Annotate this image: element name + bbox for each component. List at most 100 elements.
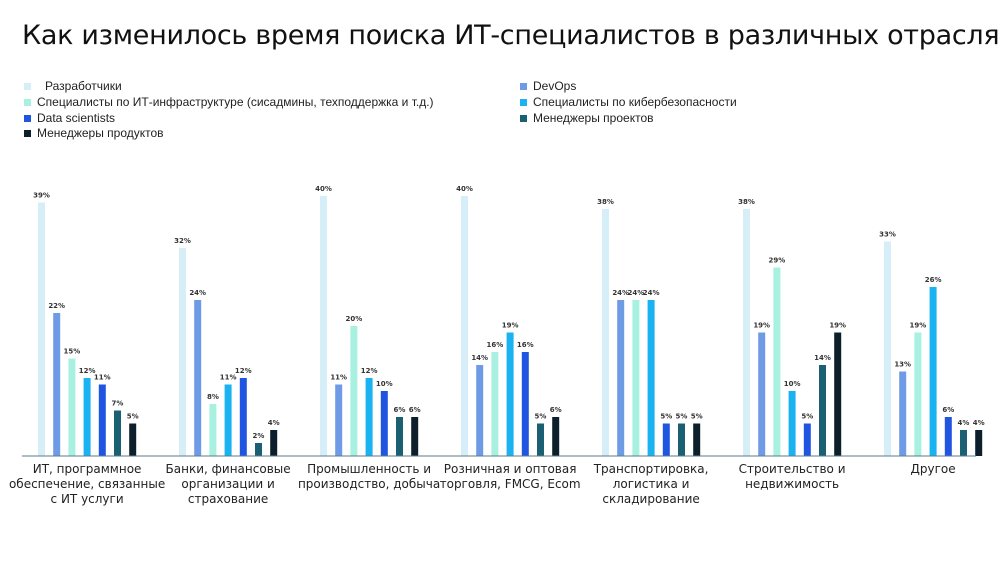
bar [632, 300, 640, 456]
legend-item-security: Специалисты по кибербезопасности [520, 95, 737, 109]
category-label: Розничная и оптовая торговля, FMCG, Ecom [440, 462, 581, 491]
bar [819, 365, 826, 456]
legend-swatch [24, 98, 31, 106]
bar [194, 300, 202, 456]
bar [461, 196, 468, 456]
category-label: Банки, финансовые организации и страховани… [166, 462, 291, 506]
bar [396, 417, 403, 456]
chart-title: Как изменилось время поиска ИТ-специалис… [22, 20, 1000, 51]
bar [380, 391, 388, 456]
bar [617, 300, 625, 456]
bar-value-label: 16% [487, 341, 504, 349]
bar [270, 430, 278, 456]
bar-value-label: 40% [315, 185, 332, 193]
bar-value-label: 10% [784, 380, 801, 388]
bar [960, 430, 967, 456]
bar [803, 423, 811, 456]
bar-value-label: 40% [456, 185, 473, 193]
category-label: Строительство и недвижимость [739, 462, 846, 491]
category-label: Другое [911, 462, 956, 476]
bar [834, 332, 842, 456]
bar [899, 371, 907, 456]
bar-value-label: 20% [346, 315, 363, 323]
bar [365, 378, 373, 456]
bar [209, 404, 217, 456]
bar [53, 313, 61, 456]
bar-value-label: 6% [394, 406, 406, 414]
bar-value-label: 5% [801, 413, 813, 421]
bar-value-label: 33% [879, 231, 896, 239]
category-label-line: обеспечение, связанные [9, 477, 165, 491]
bar-value-label: 19% [829, 322, 846, 330]
bar [647, 300, 655, 456]
bar [773, 267, 781, 456]
bar-value-label: 11% [330, 374, 347, 382]
bar-value-label: 15% [64, 348, 81, 356]
legend-item-product-managers: Менеджеры продуктов [24, 126, 164, 140]
bar [476, 365, 484, 456]
bar [350, 326, 358, 456]
legend-swatch [520, 98, 527, 106]
bars-layer: 39%22%15%12%11%7%5%32%24%8%11%12%2%4%40%… [33, 185, 985, 456]
bar-value-label: 19% [910, 322, 927, 330]
legend-label: DevOps [533, 79, 577, 93]
legend-label: Менеджеры проектов [533, 111, 654, 125]
bar [758, 332, 766, 456]
category-label-line: логистика и [613, 477, 690, 491]
legend-item-project-managers: Менеджеры проектов [520, 111, 654, 125]
bar-value-label: 5% [676, 413, 688, 421]
category-label-line: Банки, финансовые [166, 462, 291, 476]
legend-swatch [24, 129, 31, 137]
bar-value-label: 2% [253, 432, 265, 440]
bar [179, 248, 186, 456]
legend-swatch [24, 114, 31, 122]
bar [537, 423, 544, 456]
bar [914, 332, 922, 456]
bar [239, 378, 247, 456]
bar-value-label: 32% [174, 237, 191, 245]
category-label-line: организации и [181, 477, 274, 491]
bar-value-label: 24% [189, 289, 206, 297]
category-label: Промышленность и производство, добыча [298, 462, 440, 491]
legend-label: Data scientists [37, 111, 116, 125]
bar-value-label: 5% [691, 413, 703, 421]
legend-swatch [520, 114, 527, 122]
category-label-line: Розничная и оптовая [444, 462, 577, 476]
bar-value-label: 5% [127, 413, 139, 421]
bar-value-label: 39% [33, 192, 50, 200]
bar [255, 443, 262, 456]
bar-value-label: 38% [597, 198, 614, 206]
category-label-line: Транспортировка, [593, 462, 709, 476]
bar-value-label: 11% [94, 374, 111, 382]
bar-value-label: 12% [79, 367, 96, 375]
bar [602, 209, 609, 456]
bar [68, 358, 76, 456]
bar-value-label: 10% [376, 380, 393, 388]
bar [114, 410, 121, 456]
bar-value-label: 12% [361, 367, 378, 375]
legend-label: Менеджеры продуктов [37, 126, 164, 140]
category-label-line: с ИТ услуги [51, 492, 124, 506]
bar-value-label: 19% [753, 322, 770, 330]
bar-value-label: 38% [738, 198, 755, 206]
bar-value-label: 6% [550, 406, 562, 414]
bar [662, 423, 670, 456]
bar [83, 378, 91, 456]
bar-value-label: 4% [973, 419, 985, 427]
bar-value-label: 11% [220, 374, 237, 382]
category-label-line: производство, добыча [298, 477, 440, 491]
bar [975, 430, 983, 456]
legend-label: Разработчики [45, 79, 122, 93]
legend-swatch [24, 82, 31, 90]
bar [224, 384, 232, 456]
bar-value-label: 12% [235, 367, 252, 375]
bar-value-label: 16% [517, 341, 534, 349]
legend-swatch [520, 82, 527, 90]
bar [98, 384, 106, 456]
bar-value-label: 24% [612, 289, 629, 297]
category-label-line: страхование [188, 492, 268, 506]
bar [678, 423, 685, 456]
category-label-line: торговля, FMCG, Ecom [440, 477, 581, 491]
bar-value-label: 24% [643, 289, 660, 297]
